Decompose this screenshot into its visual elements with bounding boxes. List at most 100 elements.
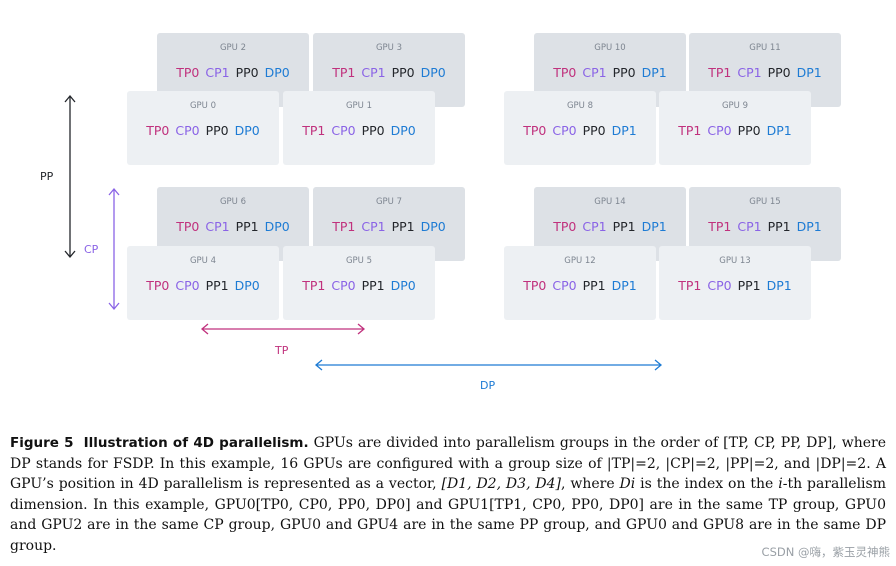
cp-tag: CP1: [737, 219, 762, 234]
axis-arrows: [64, 94, 663, 371]
cp-tag: CP0: [175, 123, 200, 138]
tp-tag: TP1: [302, 123, 326, 138]
gpu-card-9: GPU 9 TP1 CP0 PP0 DP1: [659, 91, 811, 165]
cp-arrow: [108, 187, 120, 311]
gpu-tags: TP0 CP1 PP0 DP0: [157, 65, 309, 80]
gpu-name: GPU 10: [594, 43, 626, 53]
gpu-name: GPU 11: [749, 43, 781, 53]
dp-tag: DP1: [766, 278, 792, 293]
pp-tag: PP0: [582, 123, 606, 138]
pp-tag: PP0: [737, 123, 761, 138]
dp-tag: DP1: [641, 65, 667, 80]
pp-tag: PP0: [205, 123, 229, 138]
gpu-name: GPU 15: [749, 197, 781, 207]
gpu-name: GPU 3: [375, 43, 403, 53]
caption-di: Di: [619, 476, 636, 492]
gpu-name: GPU 2: [219, 43, 247, 53]
dp-tag: DP0: [234, 278, 260, 293]
figure-title: Illustration of 4D parallelism.: [83, 435, 309, 451]
gpu-tags: TP1 CP0 PP0 DP0: [283, 123, 435, 138]
cp-tag: CP1: [205, 219, 230, 234]
gpu-card-4: GPU 4 TP0 CP0 PP1 DP0: [127, 246, 279, 320]
pp-tag: PP0: [612, 65, 636, 80]
cp-tag: CP1: [361, 219, 386, 234]
dp-arrow: [314, 359, 663, 371]
cp-tag: CP0: [175, 278, 200, 293]
pp-label: PP: [40, 170, 54, 183]
dp-tag: DP0: [234, 123, 260, 138]
pp-tag: PP1: [612, 219, 636, 234]
gpu-tags: TP1 CP1 PP0 DP0: [313, 65, 465, 80]
cp-tag: CP1: [582, 65, 607, 80]
gpu-name: GPU 0: [189, 101, 217, 111]
tp-tag: TP1: [332, 219, 356, 234]
cp-tag: CP0: [707, 278, 732, 293]
caption-text-3: is the index on the: [635, 476, 779, 492]
tp-tag: TP0: [553, 219, 577, 234]
gpu-name: GPU 7: [375, 197, 403, 207]
caption-vector: [D1, D2, D3, D4]: [441, 476, 562, 492]
gpu-name: GPU 9: [721, 101, 749, 111]
tp-tag: TP1: [302, 278, 326, 293]
cp-tag: CP0: [707, 123, 732, 138]
gpu-tags: TP0 CP1 PP1 DP1: [534, 219, 686, 234]
tp-tag: TP0: [146, 278, 170, 293]
gpu-tags: TP1 CP0 PP1 DP0: [283, 278, 435, 293]
tp-tag: TP0: [523, 278, 547, 293]
gpu-tags: TP1 CP1 PP0 DP1: [689, 65, 841, 80]
tp-tag: TP1: [708, 65, 732, 80]
figure-label: Figure 5: [10, 435, 74, 451]
dp-tag: DP1: [641, 219, 667, 234]
pp-tag: PP1: [235, 219, 259, 234]
gpu-name: GPU 13: [719, 256, 751, 266]
tp-label: TP: [275, 344, 289, 357]
dp-tag: DP0: [264, 65, 290, 80]
caption-text-2: , where: [561, 476, 620, 492]
cp-tag: CP1: [582, 219, 607, 234]
gpu-tags: TP1 CP0 PP0 DP1: [659, 123, 811, 138]
caption-ith: i: [778, 476, 783, 492]
gpu-card-12: GPU 12 TP0 CP0 PP1 DP1: [504, 246, 656, 320]
gpu-card-1: GPU 1 TP1 CP0 PP0 DP0: [283, 91, 435, 165]
gpu-tags: TP0 CP0 PP1 DP1: [504, 278, 656, 293]
gpu-name: GPU 12: [564, 256, 596, 266]
tp-tag: TP0: [553, 65, 577, 80]
pp-tag: PP1: [737, 278, 761, 293]
tp-tag: TP0: [146, 123, 170, 138]
pp-arrow: [64, 94, 76, 259]
pp-tag: PP0: [391, 65, 415, 80]
cp-tag: CP0: [552, 278, 577, 293]
tp-tag: TP0: [523, 123, 547, 138]
tp-tag: TP1: [678, 123, 702, 138]
dp-tag: DP0: [420, 65, 446, 80]
dp-label: DP: [480, 379, 496, 392]
gpu-name: GPU 6: [219, 197, 247, 207]
dp-tag: DP0: [420, 219, 446, 234]
dp-tag: DP1: [611, 278, 637, 293]
gpu-card-13: GPU 13 TP1 CP0 PP1 DP1: [659, 246, 811, 320]
tp-tag: TP0: [176, 219, 200, 234]
gpu-name: GPU 1: [345, 101, 373, 111]
pp-tag: PP1: [391, 219, 415, 234]
pp-tag: PP1: [582, 278, 606, 293]
gpu-tags: TP0 CP1 PP1 DP0: [157, 219, 309, 234]
gpu-card-5: GPU 5 TP1 CP0 PP1 DP0: [283, 246, 435, 320]
tp-tag: TP1: [708, 219, 732, 234]
dp-tag: DP0: [390, 278, 416, 293]
gpu-tags: TP1 CP0 PP1 DP1: [659, 278, 811, 293]
watermark: CSDN @嗨，紫玉灵神熊: [761, 545, 890, 559]
gpu-tags: TP0 CP1 PP0 DP1: [534, 65, 686, 80]
caption-text-4: -th parallelism dimension. In this examp…: [10, 476, 886, 554]
pp-tag: PP1: [205, 278, 229, 293]
pp-tag: PP0: [767, 65, 791, 80]
tp-arrow: [200, 323, 366, 335]
pp-tag: PP0: [235, 65, 259, 80]
dp-tag: DP1: [611, 123, 637, 138]
figure-caption: Figure 5 Illustration of 4D parallelism.…: [10, 433, 886, 556]
cp-label: CP: [84, 243, 99, 256]
gpu-name: GPU 5: [345, 256, 373, 266]
pp-tag: PP1: [361, 278, 385, 293]
cp-tag: CP0: [552, 123, 577, 138]
gpu-tags: TP0 CP0 PP0 DP0: [127, 123, 279, 138]
tp-tag: TP1: [678, 278, 702, 293]
